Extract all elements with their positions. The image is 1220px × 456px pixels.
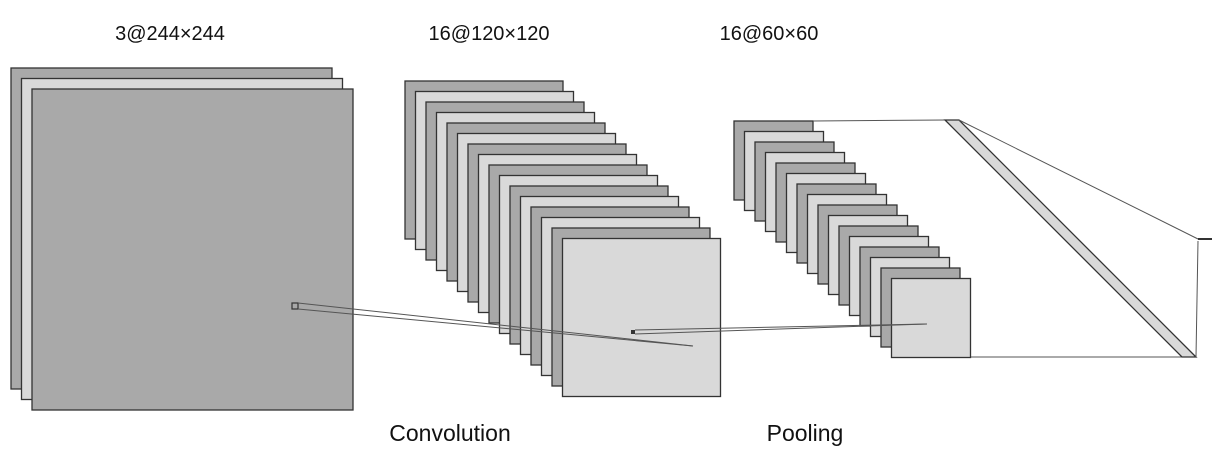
- pool-feature-map: [890, 277, 972, 359]
- connection-lines: [291, 302, 928, 347]
- pool-shape-label: 16@60×60: [720, 23, 819, 45]
- projection-line: [1195, 240, 1199, 358]
- pool-feature-map-stack: [733, 120, 972, 359]
- conv-connection-line: [297, 308, 694, 347]
- pool-connection-line: [634, 323, 928, 331]
- conv-receptive-field-marker: [631, 330, 635, 334]
- projection-line: [812, 119, 947, 122]
- convolution-label: Convolution: [389, 420, 510, 446]
- conv-shape-label: 16@120×120: [429, 23, 550, 45]
- input-feature-map-stack: [10, 67, 354, 411]
- conv-feature-map-stack: [404, 80, 722, 398]
- projection-line: [958, 119, 1199, 240]
- input-shape-label: 3@244×244: [115, 23, 225, 45]
- dense-layer-projection: [812, 119, 1212, 358]
- input-receptive-field-marker: [291, 302, 299, 310]
- conv-feature-map: [561, 237, 722, 398]
- input-feature-map: [31, 88, 354, 411]
- pool-connection-line: [634, 323, 928, 335]
- conv-connection-line: [297, 302, 694, 347]
- flattened-vector-bar: [943, 119, 1198, 358]
- pooling-label: Pooling: [767, 420, 844, 446]
